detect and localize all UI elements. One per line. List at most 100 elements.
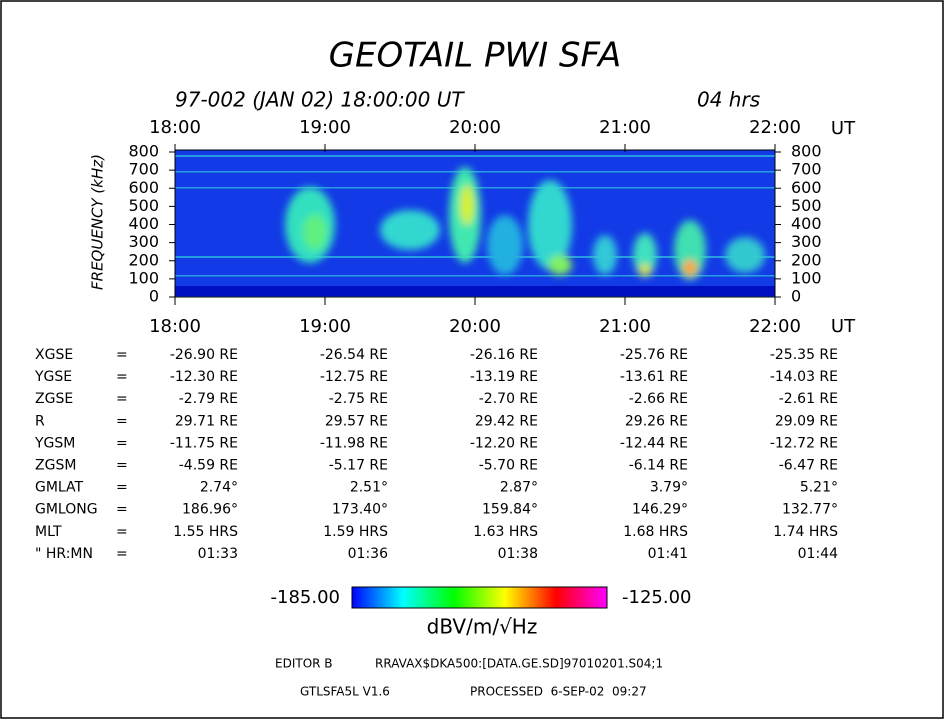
y-axis-label: FREQUENCY (kHz) (89, 154, 107, 290)
y-tick-label: 0 (149, 287, 159, 306)
colorbar-label: dBV/m/√Hz (427, 615, 538, 639)
duration: 04 hrs (697, 88, 760, 112)
ephemeris-value: 01:41 (648, 546, 688, 562)
row-label: XGSE (35, 347, 73, 363)
ephemeris-value: -11.75 RE (170, 435, 238, 451)
ephemeris-value: 01:36 (348, 546, 388, 562)
ephemeris-value: -12.72 RE (770, 435, 838, 451)
row-label: ZGSE (35, 391, 73, 407)
ephemeris-value: 2.51° (350, 480, 388, 496)
x-tick-label: 20:00 (449, 316, 501, 337)
x-tick-label: 19:00 (299, 117, 351, 138)
x-unit: UT (831, 118, 856, 139)
y-tick-label: 100 (128, 268, 159, 287)
x-unit: UT (831, 316, 856, 337)
ephemeris-value: -5.17 RE (329, 458, 388, 474)
row-label: MLT (35, 524, 62, 540)
y-tick-label: 200 (128, 250, 159, 269)
ephemeris-value: -12.44 RE (620, 435, 688, 451)
ephemeris-value: 29.71 RE (175, 413, 238, 429)
ephemeris-value: -26.16 RE (470, 347, 538, 363)
ephemeris-value: 1.59 HRS (323, 524, 388, 540)
ephemeris-value: 146.29° (632, 502, 688, 518)
x-tick-label: 20:00 (449, 117, 501, 138)
row-label: " HR:MN (35, 546, 93, 562)
ephemeris-value: -6.47 RE (779, 458, 838, 474)
ephemeris-value: -12.20 RE (470, 435, 538, 451)
ephemeris-value: -2.70 RE (479, 391, 538, 407)
y-tick-label: 300 (791, 232, 822, 251)
ephemeris-value: -26.90 RE (170, 347, 238, 363)
y-tick-label: 500 (128, 196, 159, 215)
y-tick-label: 400 (128, 214, 159, 233)
y-tick-label: 200 (791, 250, 822, 269)
chart-title: GEOTAIL PWI SFA (329, 36, 622, 76)
ephemeris-value: 3.79° (650, 480, 688, 496)
colorbar (351, 586, 608, 609)
separator: = (116, 458, 128, 474)
y-tick-label: 800 (791, 142, 822, 161)
separator: = (116, 435, 128, 451)
processed: PROCESSED 6-SEP-02 09:27 (470, 685, 647, 699)
ephemeris-value: -2.61 RE (779, 391, 838, 407)
ephemeris-value: -6.14 RE (629, 458, 688, 474)
x-tick-label: 18:00 (149, 316, 201, 337)
y-tick-label: 300 (128, 232, 159, 251)
ephemeris-value: -11.98 RE (320, 435, 388, 451)
ephemeris-value: 5.21° (800, 480, 838, 496)
separator: = (116, 413, 128, 429)
ephemeris-value: 132.77° (782, 502, 838, 518)
colorbar-max: -125.00 (622, 587, 691, 608)
ephemeris-value: 1.68 HRS (623, 524, 688, 540)
editor: EDITOR B (275, 657, 333, 671)
ephemeris-value: -12.30 RE (170, 369, 238, 385)
y-tick-label: 600 (791, 178, 822, 197)
ephemeris-value: 01:38 (498, 546, 538, 562)
version: GTLSFA5L V1.6 (300, 685, 390, 699)
row-label: YGSE (34, 369, 72, 385)
x-tick-label: 22:00 (749, 117, 801, 138)
ephemeris-value: 01:44 (798, 546, 838, 562)
ephemeris-value: -2.75 RE (329, 391, 388, 407)
ephemeris-value: -26.54 RE (320, 347, 388, 363)
ephemeris-value: -25.76 RE (620, 347, 688, 363)
ephemeris-value: -12.75 RE (320, 369, 388, 385)
separator: = (116, 391, 128, 407)
x-tick-label: 19:00 (299, 316, 351, 337)
ephemeris-value: -14.03 RE (770, 369, 838, 385)
y-tick-label: 700 (128, 160, 159, 179)
row-label: R (35, 413, 45, 429)
y-tick-label: 100 (791, 268, 822, 287)
y-tick-label: 500 (791, 196, 822, 215)
separator: = (116, 524, 128, 540)
subtitle: 97-002 (JAN 02) 18:00:00 UT (175, 88, 465, 112)
ephemeris-value: 2.87° (500, 480, 538, 496)
separator: = (116, 347, 128, 363)
y-tick-label: 400 (791, 214, 822, 233)
ephemeris-value: -13.61 RE (620, 369, 688, 385)
row-label: GMLONG (35, 502, 98, 518)
separator: = (116, 502, 128, 518)
ephemeris-value: 159.84° (482, 502, 538, 518)
file: RRAVAX$DKA500:[DATA.GE.SD]97010201.S04;1 (375, 657, 663, 671)
ephemeris-value: 01:33 (198, 546, 238, 562)
colorbar-min: -185.00 (271, 587, 340, 608)
separator: = (116, 546, 128, 562)
ephemeris-value: 1.74 HRS (773, 524, 838, 540)
ephemeris-value: 1.63 HRS (473, 524, 538, 540)
ephemeris-value: -5.70 RE (479, 458, 538, 474)
row-label: GMLAT (35, 480, 84, 496)
row-label: YGSM (34, 435, 75, 451)
ephemeris-value: 29.42 RE (475, 413, 538, 429)
ephemeris-value: 2.74° (200, 480, 238, 496)
x-tick-label: 22:00 (749, 316, 801, 337)
spectrogram (174, 149, 776, 298)
x-tick-label: 21:00 (599, 117, 651, 138)
x-tick-label: 21:00 (599, 316, 651, 337)
ephemeris-value: 173.40° (332, 502, 388, 518)
ephemeris-value: -25.35 RE (770, 347, 838, 363)
ephemeris-value: 186.96° (182, 502, 238, 518)
ephemeris-value: -2.79 RE (179, 391, 238, 407)
